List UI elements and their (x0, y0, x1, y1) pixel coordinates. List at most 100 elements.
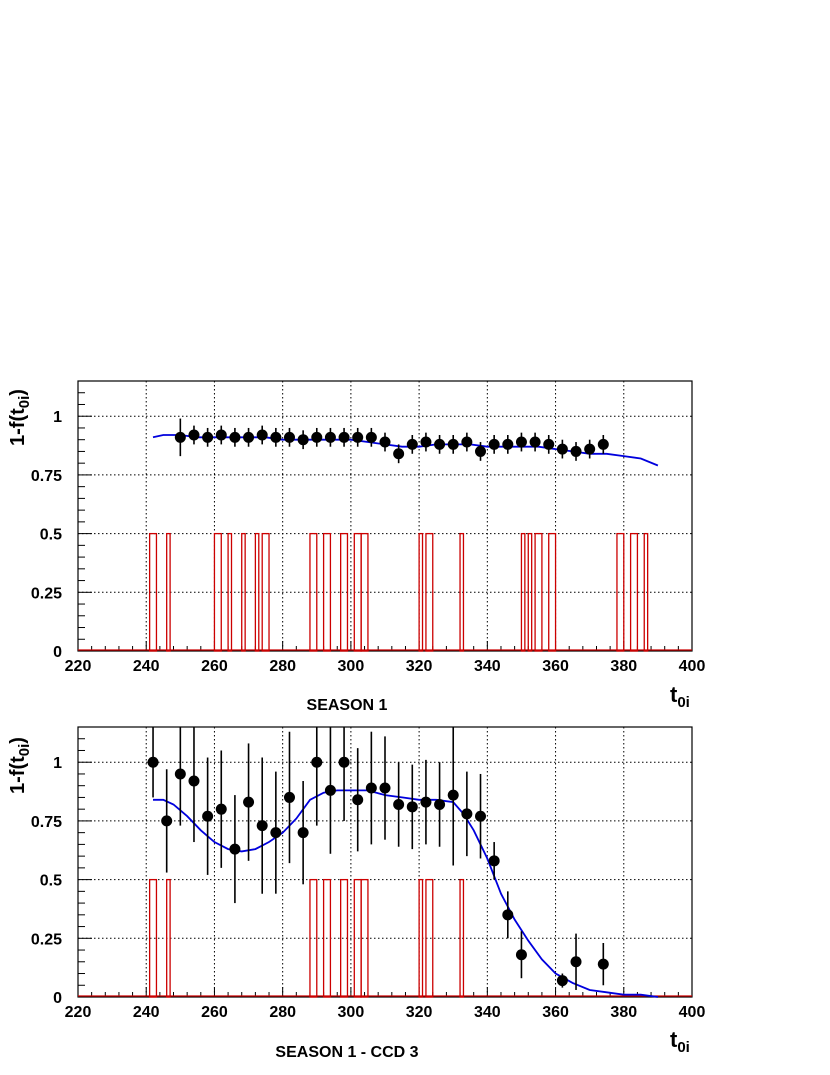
data-point (393, 798, 405, 810)
red-bar (227, 532, 233, 652)
data-point (297, 827, 309, 839)
red-bar (340, 532, 349, 652)
data-point (297, 434, 309, 446)
data-point (393, 448, 405, 460)
y-tick-label: 0.5 (40, 527, 62, 544)
fit-curve (152, 434, 659, 467)
data-point (161, 815, 173, 827)
x-tick-label: 280 (269, 658, 296, 675)
x-tick-label: 400 (679, 658, 706, 675)
y-tick-label: 0 (53, 990, 62, 1007)
data-point (543, 438, 555, 450)
y-tick-label: 1 (53, 755, 62, 772)
data-point (488, 855, 500, 867)
data-point (447, 789, 459, 801)
y-axis-label: 1-f(t0i) (7, 737, 33, 794)
x-tick-label: 220 (65, 1004, 92, 1021)
data-point (379, 782, 391, 794)
panel-season-1: 220 240 260 280 300 320 340 360 380 400 0 0.25 0.5 0.… (7, 380, 706, 714)
data-point (461, 436, 473, 448)
data-point (502, 438, 514, 450)
plot-frame (77, 380, 693, 652)
red-bar (360, 878, 369, 998)
red-bar (166, 532, 171, 652)
panel-season-1-ccd-3: 220 240 260 280 300 320 340 360 380 400 0 0.25 0.5 0.… (7, 726, 706, 1061)
data-point (283, 791, 295, 803)
data-point (597, 958, 609, 970)
data-point (202, 431, 214, 443)
red-bar (418, 532, 424, 652)
data-point (324, 784, 336, 796)
data-point (338, 756, 350, 768)
plot-frame (77, 726, 693, 998)
x-axis-label-subscript: 0i (677, 1039, 690, 1056)
x-tick-label: 260 (201, 1004, 228, 1021)
x-tick-label: 280 (269, 1004, 296, 1021)
x-tick-label: 340 (474, 658, 501, 675)
chart-title: SEASON 1 - CCD 3 (275, 1044, 418, 1061)
data-point (215, 429, 227, 441)
fit-curve (153, 789, 659, 998)
y-tick-label: 0.25 (31, 931, 62, 948)
data-point (475, 445, 487, 457)
data-point (256, 820, 268, 832)
red-bar (425, 532, 434, 652)
x-tick-label: 320 (406, 1004, 433, 1021)
data-point (243, 431, 255, 443)
data-point (556, 975, 568, 987)
data-point (338, 431, 350, 443)
data-point (406, 801, 418, 813)
red-bar (148, 878, 158, 998)
red-bar (643, 532, 649, 652)
y-axis-label-suffix: ) (7, 389, 29, 396)
data-point (515, 949, 527, 961)
y-axis-label: 1-f(t0i) (7, 389, 33, 446)
y-tick-label: 0 (53, 644, 62, 661)
red-bar (425, 878, 434, 998)
data-point (324, 431, 336, 443)
data-point (406, 438, 418, 450)
red-bar (241, 532, 246, 652)
data-point (202, 810, 214, 822)
red-bar (527, 532, 533, 652)
data-point (556, 443, 568, 455)
data-point (570, 956, 582, 968)
y-axis-label-sub: 0i (16, 744, 33, 757)
red-bar (360, 532, 369, 652)
x-axis-label-main: t (670, 1027, 678, 1052)
x-axis-label-main: t (670, 682, 678, 707)
data-point (147, 756, 159, 768)
data-point (270, 827, 282, 839)
data-point (461, 808, 473, 820)
red-bar (459, 532, 465, 652)
x-tick-label: 380 (610, 658, 637, 675)
x-tick-label: 400 (679, 1004, 706, 1021)
y-tick-label: 0.25 (31, 585, 62, 602)
data-point (502, 909, 514, 921)
data-point (311, 756, 323, 768)
data-point (311, 431, 323, 443)
data-point (475, 810, 487, 822)
x-axis-label: t0i (670, 1027, 690, 1056)
y-axis-label-suffix: ) (7, 737, 29, 744)
red-bar (309, 878, 318, 998)
red-bar (459, 878, 465, 998)
x-axis-label-subscript: 0i (677, 694, 690, 711)
red-bar (148, 532, 158, 652)
y-axis-label-prefix: 1-f(t (7, 756, 29, 794)
x-tick-label: 300 (338, 658, 365, 675)
red-bar (309, 532, 318, 652)
red-bar (616, 532, 625, 652)
red-bar (261, 532, 270, 652)
x-tick-label: 240 (133, 1004, 160, 1021)
data-point (365, 431, 377, 443)
y-tick-label: 1 (53, 409, 62, 426)
data-point (434, 798, 446, 810)
data-point (256, 429, 268, 441)
red-bar (418, 878, 424, 998)
y-tick-label: 0.75 (31, 468, 62, 485)
red-bar (548, 532, 557, 652)
data-point (434, 438, 446, 450)
data-point (283, 431, 295, 443)
